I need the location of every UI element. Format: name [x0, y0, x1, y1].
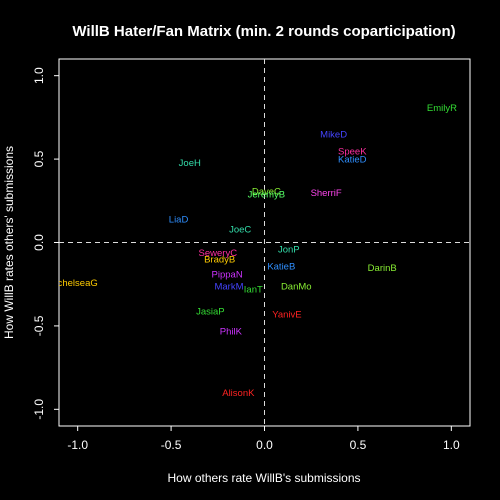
point-label-danmo: DanMo	[281, 281, 312, 292]
point-label-jonp: JonP	[278, 245, 300, 256]
y-tick-label: -1.0	[32, 399, 46, 420]
point-label-jeremyb: JeremyB	[248, 190, 285, 201]
point-label-liad: LiaD	[169, 215, 189, 226]
point-label-darinb: DarinB	[368, 263, 397, 274]
point-label-pippan: PippaN	[212, 270, 243, 281]
y-tick-label: 0.5	[32, 150, 46, 167]
point-label-philk: PhilK	[220, 326, 243, 337]
point-label-miked: MikeD	[320, 130, 347, 141]
point-label-davec: DaveC	[252, 186, 281, 197]
point-label-iant: IanT	[244, 285, 263, 296]
x-tick-label: -1.0	[67, 438, 88, 452]
point-label-joec: JoeC	[229, 225, 251, 236]
y-tick-label: 0.0	[32, 234, 46, 251]
y-tick-label: -0.5	[32, 315, 46, 336]
x-tick-label: 0.0	[256, 438, 273, 452]
point-label-chelseag: chelseaG	[58, 278, 98, 289]
point-label-sherrif: SherriF	[311, 188, 342, 199]
y-tick-label: 1.0	[32, 67, 46, 84]
reference-lines	[59, 59, 470, 426]
point-label-joeh: JoeH	[179, 158, 201, 169]
point-label-markm: MarkM	[214, 281, 243, 292]
point-label-bradyb: BradyB	[204, 255, 235, 266]
point-label-jasiap: JasiaP	[196, 306, 225, 317]
x-axis-label: How others rate WillB's submissions	[167, 471, 360, 485]
point-label-seweryc: SeweryC	[199, 248, 238, 259]
x-tick-label: 1.0	[443, 438, 460, 452]
x-axis: -1.0 -0.5 0.0 0.5 1.0	[67, 426, 460, 452]
point-label-katieb: KatieB	[267, 261, 295, 272]
chart-title: WillB Hater/Fan Matrix (min. 2 rounds co…	[72, 23, 455, 40]
x-tick-label: 0.5	[350, 438, 367, 452]
point-label-katied: KatieD	[338, 155, 367, 166]
point-label-alisonk: AlisonK	[222, 388, 255, 399]
point-label-speek: SpeeK	[338, 146, 367, 157]
y-axis: -1.0 -0.5 0.0 0.5 1.0	[32, 67, 59, 420]
point-label-emilyr: EmilyR	[427, 103, 457, 114]
point-label-yanive: YanivE	[272, 310, 301, 321]
x-tick-label: -0.5	[161, 438, 182, 452]
y-axis-label: How WillB rates others' submissions	[2, 146, 16, 339]
